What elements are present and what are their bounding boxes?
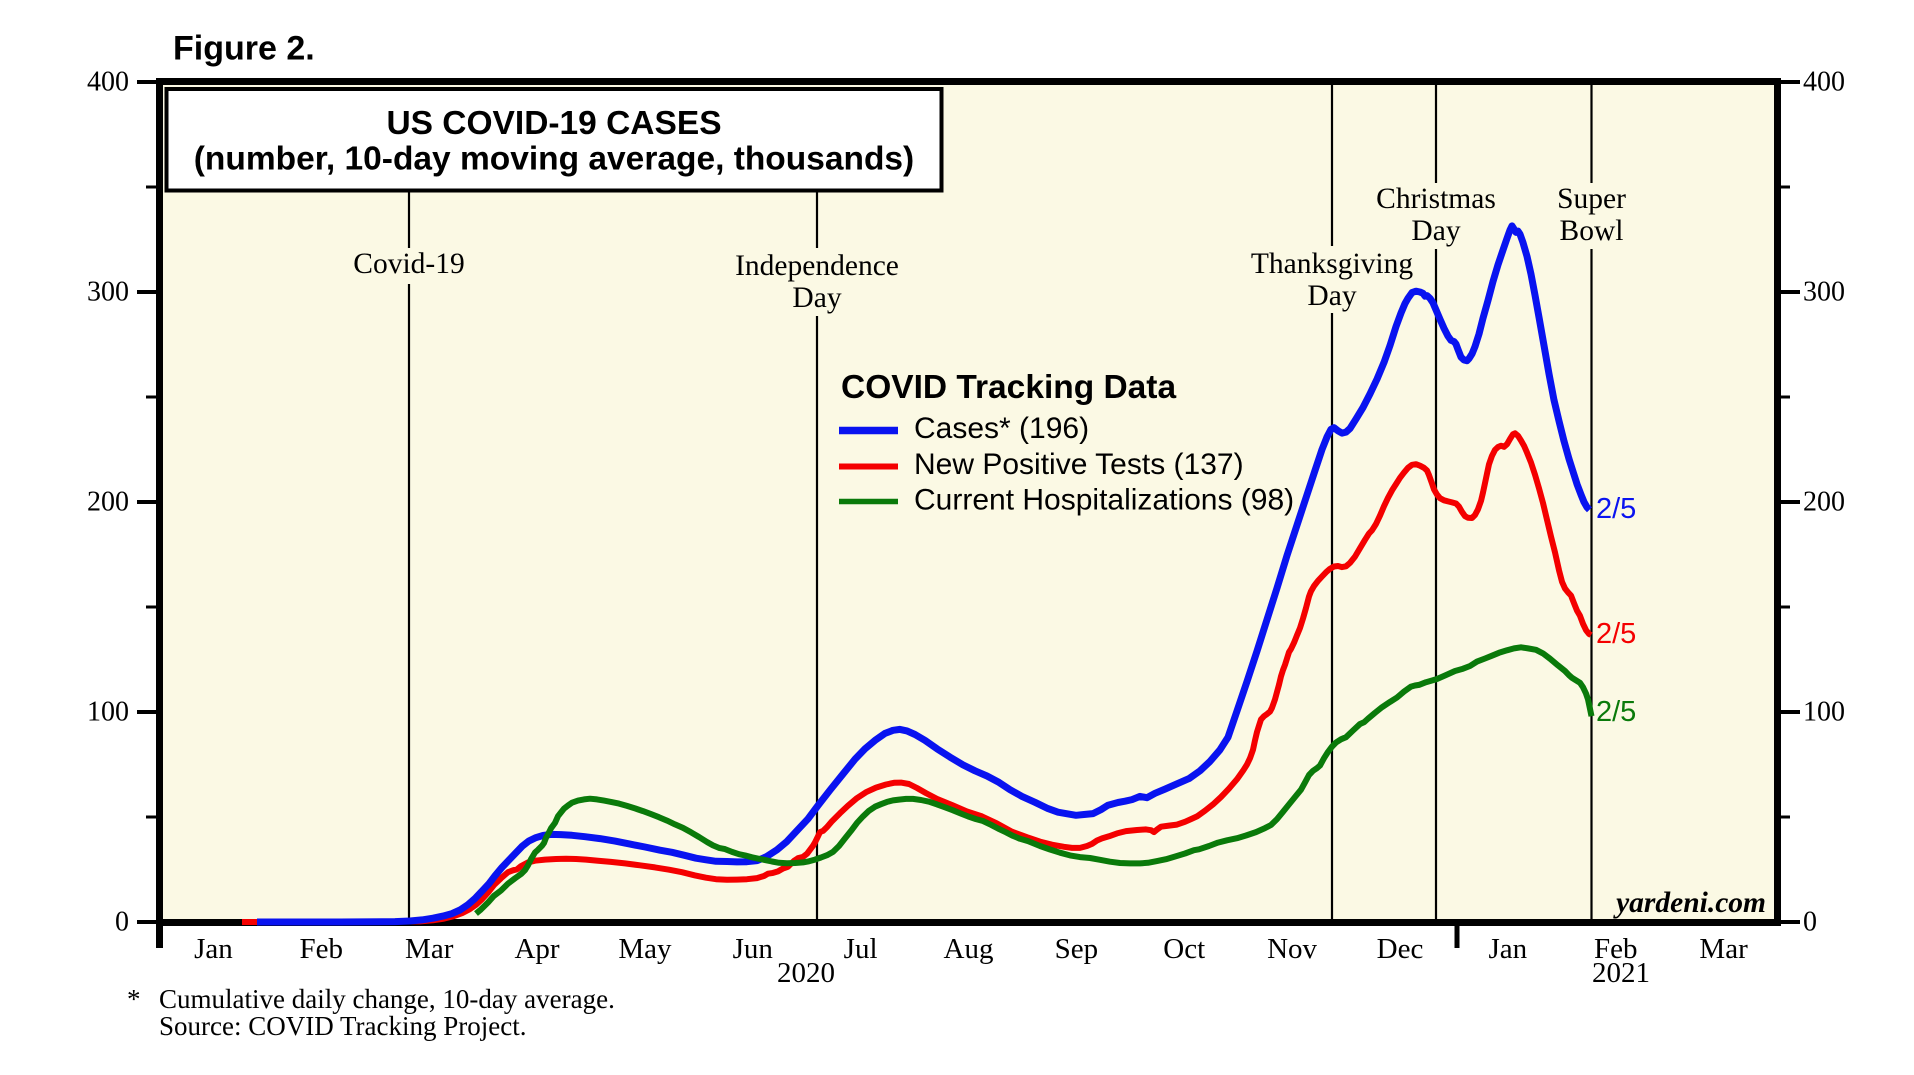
svg-text:200: 200 xyxy=(87,487,129,518)
svg-text:Nov: Nov xyxy=(1267,933,1317,965)
svg-text:Super: Super xyxy=(1557,183,1626,215)
svg-text:Christmas: Christmas xyxy=(1376,183,1496,215)
svg-text:100: 100 xyxy=(1803,697,1845,728)
svg-text:Dec: Dec xyxy=(1377,933,1424,965)
svg-text:200: 200 xyxy=(1803,487,1845,518)
svg-text:400: 400 xyxy=(1803,67,1845,98)
svg-text:0: 0 xyxy=(115,907,129,938)
svg-text:COVID Tracking Data: COVID Tracking Data xyxy=(841,369,1176,406)
svg-text:Covid-19: Covid-19 xyxy=(353,248,464,280)
svg-text:Mar: Mar xyxy=(405,933,454,965)
svg-text:Figure 2.: Figure 2. xyxy=(173,30,315,68)
svg-text:Jun: Jun xyxy=(733,933,774,965)
svg-text:US COVID-19 CASES: US COVID-19 CASES xyxy=(386,105,721,142)
svg-text:Aug: Aug xyxy=(944,933,994,965)
svg-text:Thanksgiving: Thanksgiving xyxy=(1251,248,1413,280)
svg-text:Cumulative daily change, 10-da: Cumulative daily change, 10-day average. xyxy=(159,984,615,1014)
svg-text:2/5: 2/5 xyxy=(1596,696,1636,728)
svg-text:Jan: Jan xyxy=(194,933,233,965)
svg-text:2/5: 2/5 xyxy=(1596,493,1636,525)
svg-text:May: May xyxy=(618,933,672,965)
svg-text:Mar: Mar xyxy=(1699,933,1748,965)
svg-text:Jul: Jul xyxy=(844,933,878,965)
svg-text:Day: Day xyxy=(792,282,841,314)
svg-text:2020: 2020 xyxy=(777,957,835,989)
svg-text:*: * xyxy=(127,984,141,1014)
svg-text:(number, 10-day moving average: (number, 10-day moving average, thousand… xyxy=(194,141,914,178)
svg-text:Feb: Feb xyxy=(300,933,344,965)
svg-text:Cases* (196): Cases* (196) xyxy=(914,412,1089,445)
svg-text:Day: Day xyxy=(1307,280,1356,312)
svg-text:Bowl: Bowl xyxy=(1560,215,1624,247)
svg-text:Sep: Sep xyxy=(1055,933,1099,965)
svg-text:yardeni.com: yardeni.com xyxy=(1613,887,1766,919)
svg-text:Jan: Jan xyxy=(1488,933,1527,965)
svg-text:300: 300 xyxy=(1803,277,1845,308)
svg-text:400: 400 xyxy=(87,67,129,98)
svg-text:Current Hospitalizations (98): Current Hospitalizations (98) xyxy=(914,484,1294,517)
svg-text:New Positive Tests (137): New Positive Tests (137) xyxy=(914,448,1244,481)
svg-text:2/5: 2/5 xyxy=(1596,618,1636,650)
svg-text:100: 100 xyxy=(87,697,129,728)
svg-text:Feb: Feb xyxy=(1594,933,1638,965)
svg-text:Source: COVID Tracking Project: Source: COVID Tracking Project. xyxy=(159,1011,526,1041)
svg-text:Day: Day xyxy=(1411,215,1460,247)
svg-text:Apr: Apr xyxy=(514,933,559,965)
svg-text:Oct: Oct xyxy=(1163,933,1205,965)
svg-text:2021: 2021 xyxy=(1592,957,1650,989)
svg-text:300: 300 xyxy=(87,277,129,308)
svg-text:Independence: Independence xyxy=(735,250,899,282)
svg-text:0: 0 xyxy=(1803,907,1817,938)
